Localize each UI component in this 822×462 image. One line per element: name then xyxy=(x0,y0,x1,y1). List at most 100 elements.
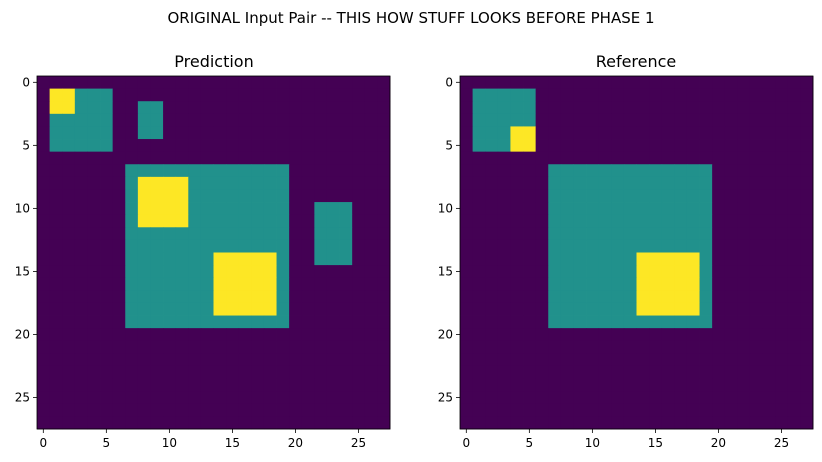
prediction-cell xyxy=(125,290,139,304)
reference-xtick-label: 15 xyxy=(648,436,663,450)
prediction-cell xyxy=(37,277,51,291)
reference-cell xyxy=(737,416,751,430)
prediction-cell xyxy=(37,88,51,102)
reference-cell xyxy=(800,189,814,203)
reference-cell xyxy=(460,139,474,153)
prediction-cell xyxy=(276,76,290,90)
reference-cell xyxy=(598,403,612,417)
reference-cell xyxy=(686,101,700,115)
reference-cell xyxy=(485,265,499,279)
reference-cell xyxy=(649,353,663,367)
reference-cell xyxy=(535,315,549,329)
prediction-cell xyxy=(37,391,51,405)
reference-cell xyxy=(674,101,688,115)
reference-cell xyxy=(573,277,587,291)
prediction-cell xyxy=(213,126,227,140)
reference-cell xyxy=(787,151,801,165)
reference-cell xyxy=(661,164,675,178)
prediction-cell xyxy=(263,113,277,127)
reference-cell xyxy=(586,239,600,253)
prediction-cell xyxy=(100,302,114,316)
prediction-cell xyxy=(100,353,114,367)
reference-cell xyxy=(649,176,663,190)
reference-cell xyxy=(598,239,612,253)
prediction-cell xyxy=(175,239,189,253)
prediction-cell xyxy=(289,252,303,266)
reference-cell xyxy=(674,340,688,354)
reference-cell xyxy=(472,340,486,354)
reference-cell xyxy=(762,202,776,216)
prediction-cell xyxy=(226,113,240,127)
prediction-cell xyxy=(188,403,202,417)
prediction-cell xyxy=(263,176,277,190)
reference-cell xyxy=(560,328,574,342)
prediction-cell xyxy=(163,416,177,430)
prediction-cell xyxy=(289,164,303,178)
prediction-cell xyxy=(74,315,88,329)
reference-cell xyxy=(598,353,612,367)
prediction-cell xyxy=(326,378,340,392)
reference-cell xyxy=(548,340,562,354)
prediction-cell xyxy=(276,164,290,178)
prediction-cell xyxy=(112,416,126,430)
reference-cell xyxy=(510,265,524,279)
reference-cell xyxy=(800,151,814,165)
reference-cell xyxy=(535,202,549,216)
reference-cell xyxy=(611,416,625,430)
prediction-cell xyxy=(251,76,265,90)
reference-cell xyxy=(749,126,763,140)
reference-cell xyxy=(598,302,612,316)
prediction-cell xyxy=(163,353,177,367)
prediction-cell xyxy=(163,315,177,329)
reference-cell xyxy=(510,328,524,342)
prediction-cell xyxy=(339,227,353,241)
prediction-cell xyxy=(175,353,189,367)
reference-cell xyxy=(573,302,587,316)
reference-cell xyxy=(535,76,549,90)
prediction-cell xyxy=(377,164,391,178)
prediction-cell xyxy=(150,302,164,316)
reference-cell xyxy=(472,101,486,115)
prediction-cell xyxy=(263,139,277,153)
reference-cell xyxy=(611,139,625,153)
reference-cell xyxy=(674,113,688,127)
reference-cell xyxy=(611,403,625,417)
prediction-cell xyxy=(314,88,328,102)
reference-cell xyxy=(737,391,751,405)
prediction-cell xyxy=(62,265,76,279)
prediction-cell xyxy=(150,391,164,405)
reference-cell xyxy=(523,214,537,228)
reference-cell xyxy=(573,139,587,153)
reference-cell xyxy=(737,189,751,203)
prediction-cell xyxy=(301,378,315,392)
reference-cell xyxy=(737,239,751,253)
prediction-cell xyxy=(125,176,139,190)
prediction-cell xyxy=(339,76,353,90)
reference-cell xyxy=(649,189,663,203)
prediction-cell xyxy=(49,164,63,178)
reference-cell xyxy=(460,101,474,115)
prediction-cell xyxy=(62,403,76,417)
reference-cell xyxy=(472,113,486,127)
prediction-cell xyxy=(213,353,227,367)
prediction-cell xyxy=(200,151,214,165)
reference-cell xyxy=(686,164,700,178)
prediction-cell xyxy=(188,151,202,165)
prediction-cell xyxy=(137,378,151,392)
prediction-cell xyxy=(74,151,88,165)
prediction-cell xyxy=(314,403,328,417)
reference-cell xyxy=(548,290,562,304)
prediction-cell xyxy=(263,328,277,342)
prediction-cell xyxy=(62,315,76,329)
reference-cell xyxy=(749,214,763,228)
reference-cell xyxy=(699,101,713,115)
reference-cell xyxy=(775,126,789,140)
prediction-cell xyxy=(37,164,51,178)
reference-cell xyxy=(712,227,726,241)
reference-cell xyxy=(460,315,474,329)
reference-cell xyxy=(586,227,600,241)
reference-cell xyxy=(649,302,663,316)
prediction-cell xyxy=(301,315,315,329)
reference-cell xyxy=(535,88,549,102)
reference-cell xyxy=(510,340,524,354)
